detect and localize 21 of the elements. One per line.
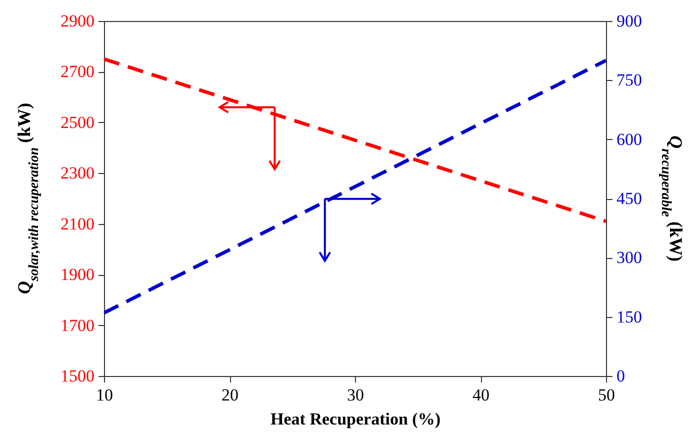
y-tick-label: 2700 xyxy=(60,62,94,82)
y-tick-label: 2900 xyxy=(60,12,94,30)
y2-tick-label: 150 xyxy=(616,307,642,326)
y2-tick-label: 0 xyxy=(616,366,625,386)
y2-tick-label: 750 xyxy=(616,70,642,90)
y2-tick-label: 450 xyxy=(616,189,642,208)
x-axis-title: Heat Recuperation (%) xyxy=(270,410,440,428)
y-tick-label: 1500 xyxy=(60,366,94,386)
y-tick-label: 1900 xyxy=(60,265,94,284)
x-tick-label: 20 xyxy=(222,386,238,404)
y2-tick-label: 300 xyxy=(616,248,642,268)
y-tick-label: 2100 xyxy=(60,214,94,234)
x-tick-label: 10 xyxy=(96,386,113,404)
y2-tick-label: 600 xyxy=(616,130,642,149)
y-tick-label: 1700 xyxy=(60,316,94,335)
y2-tick-label: 900 xyxy=(616,12,642,30)
y-tick-label: 2500 xyxy=(60,112,94,132)
y-tick-label: 2300 xyxy=(60,164,94,183)
x-tick-label: 30 xyxy=(347,386,364,404)
x-tick-label: 50 xyxy=(598,386,615,404)
x-tick-label: 40 xyxy=(472,386,490,404)
